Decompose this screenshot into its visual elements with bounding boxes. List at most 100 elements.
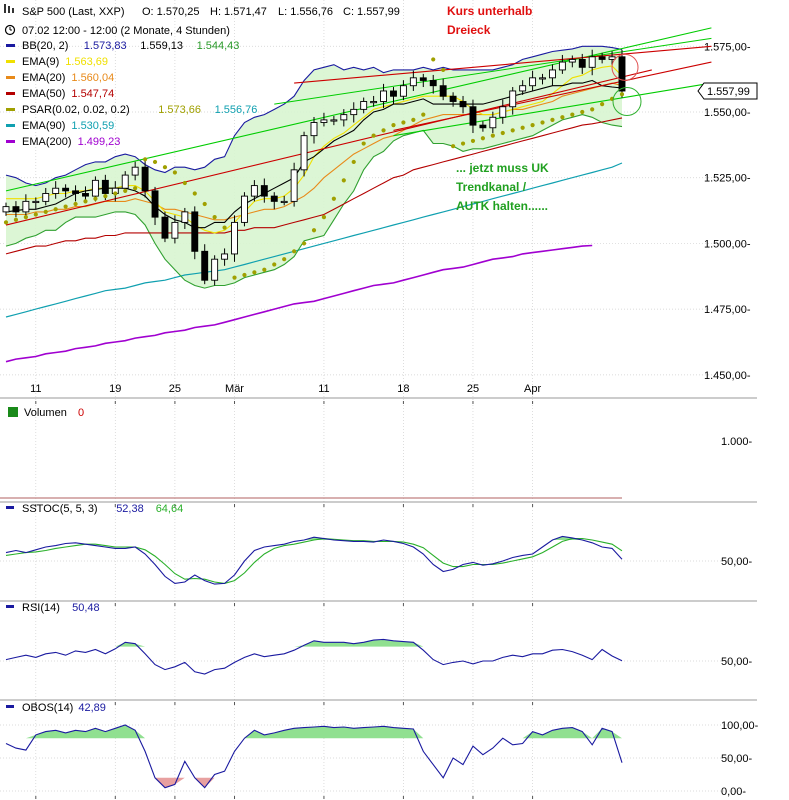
y-tick-label: 1.450,00- <box>704 370 751 382</box>
candle-body <box>201 250 209 281</box>
y-tick-label: 1.525,00- <box>704 173 751 185</box>
psar-dot <box>212 215 217 220</box>
candle-body <box>300 135 308 171</box>
psar-dot <box>262 267 267 272</box>
candle-body <box>141 166 149 192</box>
y-tick-label: 1.550,00- <box>704 107 751 119</box>
psar-dot <box>113 191 118 196</box>
osc-main-line <box>5 724 623 789</box>
candle-body <box>131 166 139 176</box>
ohlc-low: L: 1.556,76 <box>278 6 333 18</box>
psar-dot <box>580 109 585 115</box>
candle-body <box>558 61 566 71</box>
candle-body <box>290 169 298 202</box>
volume-y-tick: 1.000- <box>721 436 753 448</box>
x-tick-label: 19 <box>109 383 121 395</box>
legend-label: EMA(50) <box>22 88 65 100</box>
psar-dot <box>590 107 595 112</box>
candle-body <box>340 114 348 121</box>
psar-dot <box>431 57 436 62</box>
legend-label: BB(20, 2) <box>22 40 68 52</box>
candle-body <box>121 174 129 189</box>
legend-value: 1.544,43 <box>197 40 240 52</box>
candle-body <box>399 85 407 97</box>
psar-dot <box>421 112 426 117</box>
candle-body <box>409 77 417 87</box>
candle-body <box>439 85 447 97</box>
psar-dot <box>13 217 19 222</box>
legend-label: EMA(9) <box>22 56 59 68</box>
legend-value: 1.547,74 <box>71 88 114 100</box>
x-tick-label: 18 <box>397 383 409 395</box>
osc-overbought-fill <box>6 639 622 647</box>
osc-value: 52,38 <box>116 503 144 515</box>
rsi-panel: RSI(14) 50,48 50,00- <box>0 602 753 675</box>
candle-body <box>280 200 288 204</box>
osc-value: 42,89 <box>78 702 106 714</box>
psar-dot <box>43 209 48 214</box>
psar-dot <box>252 270 257 275</box>
obos-panel: OBOS(14) 42,89 100,00- 50,00- 0,00- <box>0 702 759 798</box>
osc-main-line <box>5 638 623 675</box>
psar-dot <box>103 194 108 199</box>
legend-swatch <box>6 44 15 47</box>
trendline-upper <box>5 27 712 192</box>
psar-dot <box>162 165 168 170</box>
candle-body <box>52 187 60 194</box>
ema20-line <box>6 82 623 221</box>
psar-dot <box>600 102 605 107</box>
osc-title: SSTOC(5, 5, 3) <box>22 503 98 515</box>
ohlc-high: H: 1.571,47 <box>210 6 267 18</box>
candle-body <box>42 193 50 202</box>
psar-dot <box>530 123 535 128</box>
psar-dot <box>33 212 38 217</box>
candle-body <box>82 193 89 197</box>
osc-overbought-fill <box>6 725 622 739</box>
y-tick-label: 1.475,00- <box>704 304 751 316</box>
psar-dot <box>83 199 88 204</box>
psar-dot <box>123 188 128 193</box>
candle-body <box>231 221 238 255</box>
candle-body <box>91 179 99 197</box>
legend-value: 1.560,04 <box>71 72 114 84</box>
osc-y-tick: 50,00- <box>721 753 753 765</box>
x-tick-label: 25 <box>467 383 479 395</box>
osc-swatch <box>6 605 14 608</box>
candles <box>2 49 626 286</box>
legend-label: EMA(20) <box>22 72 65 84</box>
annotation-circle-green <box>612 86 642 116</box>
psar-dot <box>133 186 138 191</box>
candle-body <box>509 90 517 108</box>
legend-swatch <box>6 124 15 127</box>
osc-oversold-fill <box>6 777 622 788</box>
annotation-circle-red <box>611 53 639 81</box>
volume-title: Volumen <box>24 407 67 419</box>
osc-value: 64,64 <box>156 503 184 515</box>
candle-body <box>479 124 487 129</box>
price-legend: S&P 500 (Last, XXP) O: 1.570,25 H: 1.571… <box>4 4 400 148</box>
candle-body <box>270 195 278 202</box>
candle-body <box>250 185 258 197</box>
psar-dot <box>401 120 406 125</box>
candle-body <box>320 119 328 123</box>
x-tick-label: Mär <box>225 383 244 395</box>
legend-swatch <box>6 108 15 111</box>
x-tick-label: Apr <box>524 383 541 395</box>
osc-overbought-fill <box>6 536 622 540</box>
clock-icon <box>4 24 16 36</box>
candle-body <box>171 221 179 239</box>
last-price-box <box>697 82 758 100</box>
psar-dot <box>460 141 466 146</box>
psar-dots <box>3 57 625 280</box>
ema90-line <box>5 162 623 318</box>
psar-dot <box>182 180 187 186</box>
osc-value: 50,48 <box>72 602 100 614</box>
psar-dot <box>222 225 227 230</box>
osc-swatch <box>6 506 14 509</box>
candle-body <box>350 108 358 116</box>
candle-body <box>608 56 616 60</box>
volume-value: 0 <box>78 407 84 419</box>
candle-body <box>459 101 467 108</box>
